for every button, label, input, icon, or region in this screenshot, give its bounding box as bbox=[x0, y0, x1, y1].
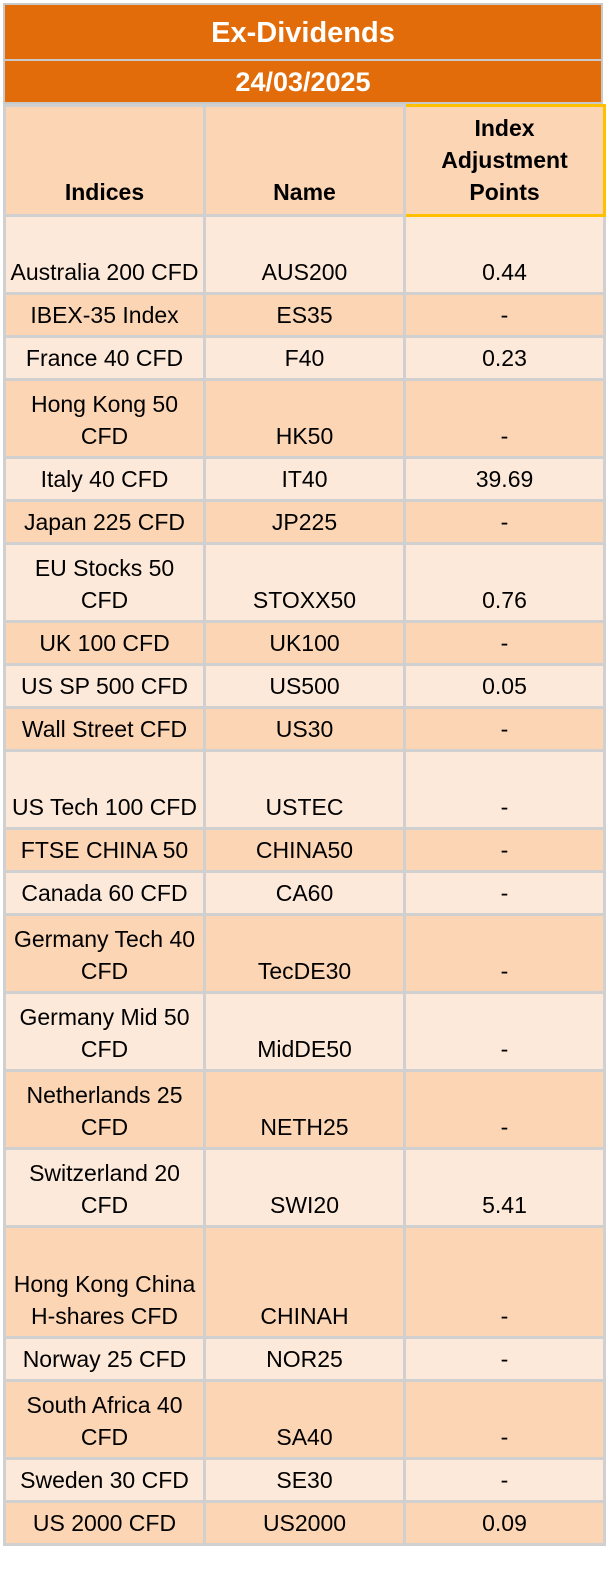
index-cell: Netherlands 25 CFD bbox=[3, 1069, 206, 1150]
index-cell: Germany Tech 40 CFD bbox=[3, 913, 206, 994]
table-row: US 2000 CFD US2000 0.09 bbox=[3, 1500, 606, 1546]
symbol-cell: UK100 bbox=[203, 620, 406, 666]
index-cell: UK 100 CFD bbox=[3, 620, 206, 666]
table-row: South Africa 40 CFD SA40- bbox=[3, 1379, 606, 1460]
adjustment-points-cell: - bbox=[403, 991, 606, 1072]
adjustment-points-cell: - bbox=[403, 827, 606, 873]
adjustment-points-cell: 0.23 bbox=[403, 335, 606, 381]
table-row: US SP 500 CFD US500 0.05 bbox=[3, 663, 606, 709]
table-row: UK 100 CFD UK100- bbox=[3, 620, 606, 666]
table-row: Wall Street CFD US30- bbox=[3, 706, 606, 752]
adjustment-points-cell: 5.41 bbox=[403, 1147, 606, 1228]
table-row: Hong Kong China H-shares CFD CHINAH - bbox=[3, 1225, 606, 1339]
index-cell: Switzerland 20 CFD bbox=[3, 1147, 206, 1228]
table-row: Switzerland 20 CFD SWI20 5.41 bbox=[3, 1147, 606, 1228]
page-title: Ex-Dividends bbox=[3, 3, 603, 61]
symbol-cell: CHINAH bbox=[203, 1225, 406, 1339]
index-cell: Sweden 30 CFD bbox=[3, 1457, 206, 1503]
table-row: Germany Tech 40 CFD TecDE30- bbox=[3, 913, 606, 994]
index-cell: Germany Mid 50 CFD bbox=[3, 991, 206, 1072]
table-body: Australia 200 CFD AUS200 0.44 IBEX-35 Index… bbox=[3, 214, 606, 1546]
index-cell: Canada 60 CFD bbox=[3, 870, 206, 916]
symbol-cell: CHINA50 bbox=[203, 827, 406, 873]
index-cell: US Tech 100 CFD bbox=[3, 749, 206, 830]
symbol-cell: ES35 bbox=[203, 292, 406, 338]
table-row: FTSE CHINA 50 CHINA50- bbox=[3, 827, 606, 873]
table-row: Germany Mid 50 CFD MidDE50- bbox=[3, 991, 606, 1072]
symbol-cell: NETH25 bbox=[203, 1069, 406, 1150]
ex-dividends-document: Ex-Dividends 24/03/2025 Indices Name Ind… bbox=[3, 3, 606, 1546]
column-header-indices: Indices bbox=[3, 104, 206, 217]
symbol-cell: STOXX50 bbox=[203, 542, 406, 623]
adjustment-points-cell: - bbox=[403, 620, 606, 666]
adjustment-points-cell: - bbox=[403, 1225, 606, 1339]
adjustment-points-cell: 0.44 bbox=[403, 214, 606, 295]
symbol-cell: SWI20 bbox=[203, 1147, 406, 1228]
symbol-cell: HK50 bbox=[203, 378, 406, 459]
table-header-row: Indices Name Index Adjustment Points bbox=[3, 104, 606, 217]
adjustment-points-cell: 0.09 bbox=[403, 1500, 606, 1546]
table-row: Australia 200 CFD AUS200 0.44 bbox=[3, 214, 606, 295]
adjustment-points-cell: - bbox=[403, 870, 606, 916]
adjustment-points-cell: - bbox=[403, 1457, 606, 1503]
index-cell: Hong Kong 50 CFD bbox=[3, 378, 206, 459]
table-row: Canada 60 CFD CA60- bbox=[3, 870, 606, 916]
ex-dividends-table: Indices Name Index Adjustment Points Aus… bbox=[3, 104, 606, 1546]
symbol-cell: JP225 bbox=[203, 499, 406, 545]
index-cell: FTSE CHINA 50 bbox=[3, 827, 206, 873]
table-row: Japan 225 CFD JP225- bbox=[3, 499, 606, 545]
table-row: Italy 40 CFD IT40 39.69 bbox=[3, 456, 606, 502]
index-cell: US 2000 CFD bbox=[3, 1500, 206, 1546]
symbol-cell: NOR25 bbox=[203, 1336, 406, 1382]
table-row: Netherlands 25 CFD NETH25- bbox=[3, 1069, 606, 1150]
adjustment-points-cell: - bbox=[403, 292, 606, 338]
symbol-cell: US30 bbox=[203, 706, 406, 752]
table-row: Sweden 30 CFD SE30- bbox=[3, 1457, 606, 1503]
table-row: Norway 25 CFD NOR25- bbox=[3, 1336, 606, 1382]
table-row: US Tech 100 CFD USTEC - bbox=[3, 749, 606, 830]
table-row: France 40 CFD F40 0.23 bbox=[3, 335, 606, 381]
table-row: EU Stocks 50 CFD STOXX50 0.76 bbox=[3, 542, 606, 623]
index-cell: France 40 CFD bbox=[3, 335, 206, 381]
adjustment-points-cell: - bbox=[403, 706, 606, 752]
date-banner: 24/03/2025 bbox=[3, 59, 603, 104]
adjustment-points-cell: 0.76 bbox=[403, 542, 606, 623]
index-cell: Wall Street CFD bbox=[3, 706, 206, 752]
symbol-cell: SA40 bbox=[203, 1379, 406, 1460]
symbol-cell: F40 bbox=[203, 335, 406, 381]
index-cell: US SP 500 CFD bbox=[3, 663, 206, 709]
index-cell: EU Stocks 50 CFD bbox=[3, 542, 206, 623]
symbol-cell: IT40 bbox=[203, 456, 406, 502]
column-header-name: Name bbox=[203, 104, 406, 217]
adjustment-points-cell: 39.69 bbox=[403, 456, 606, 502]
symbol-cell: USTEC bbox=[203, 749, 406, 830]
index-cell: Australia 200 CFD bbox=[3, 214, 206, 295]
table-row: Hong Kong 50 CFD HK50- bbox=[3, 378, 606, 459]
adjustment-points-cell: 0.05 bbox=[403, 663, 606, 709]
symbol-cell: TecDE30 bbox=[203, 913, 406, 994]
adjustment-points-cell: - bbox=[403, 1379, 606, 1460]
index-cell: South Africa 40 CFD bbox=[3, 1379, 206, 1460]
adjustment-points-cell: - bbox=[403, 1336, 606, 1382]
symbol-cell: MidDE50 bbox=[203, 991, 406, 1072]
adjustment-points-cell: - bbox=[403, 1069, 606, 1150]
index-cell: Hong Kong China H-shares CFD bbox=[3, 1225, 206, 1339]
symbol-cell: CA60 bbox=[203, 870, 406, 916]
symbol-cell: US2000 bbox=[203, 1500, 406, 1546]
symbol-cell: US500 bbox=[203, 663, 406, 709]
index-cell: IBEX-35 Index bbox=[3, 292, 206, 338]
index-cell: Norway 25 CFD bbox=[3, 1336, 206, 1382]
symbol-cell: AUS200 bbox=[203, 214, 406, 295]
index-cell: Japan 225 CFD bbox=[3, 499, 206, 545]
adjustment-points-cell: - bbox=[403, 499, 606, 545]
symbol-cell: SE30 bbox=[203, 1457, 406, 1503]
adjustment-points-cell: - bbox=[403, 749, 606, 830]
table-row: IBEX-35 Index ES35- bbox=[3, 292, 606, 338]
index-cell: Italy 40 CFD bbox=[3, 456, 206, 502]
column-header-adjustment-points: Index Adjustment Points bbox=[403, 104, 606, 217]
adjustment-points-cell: - bbox=[403, 913, 606, 994]
adjustment-points-cell: - bbox=[403, 378, 606, 459]
